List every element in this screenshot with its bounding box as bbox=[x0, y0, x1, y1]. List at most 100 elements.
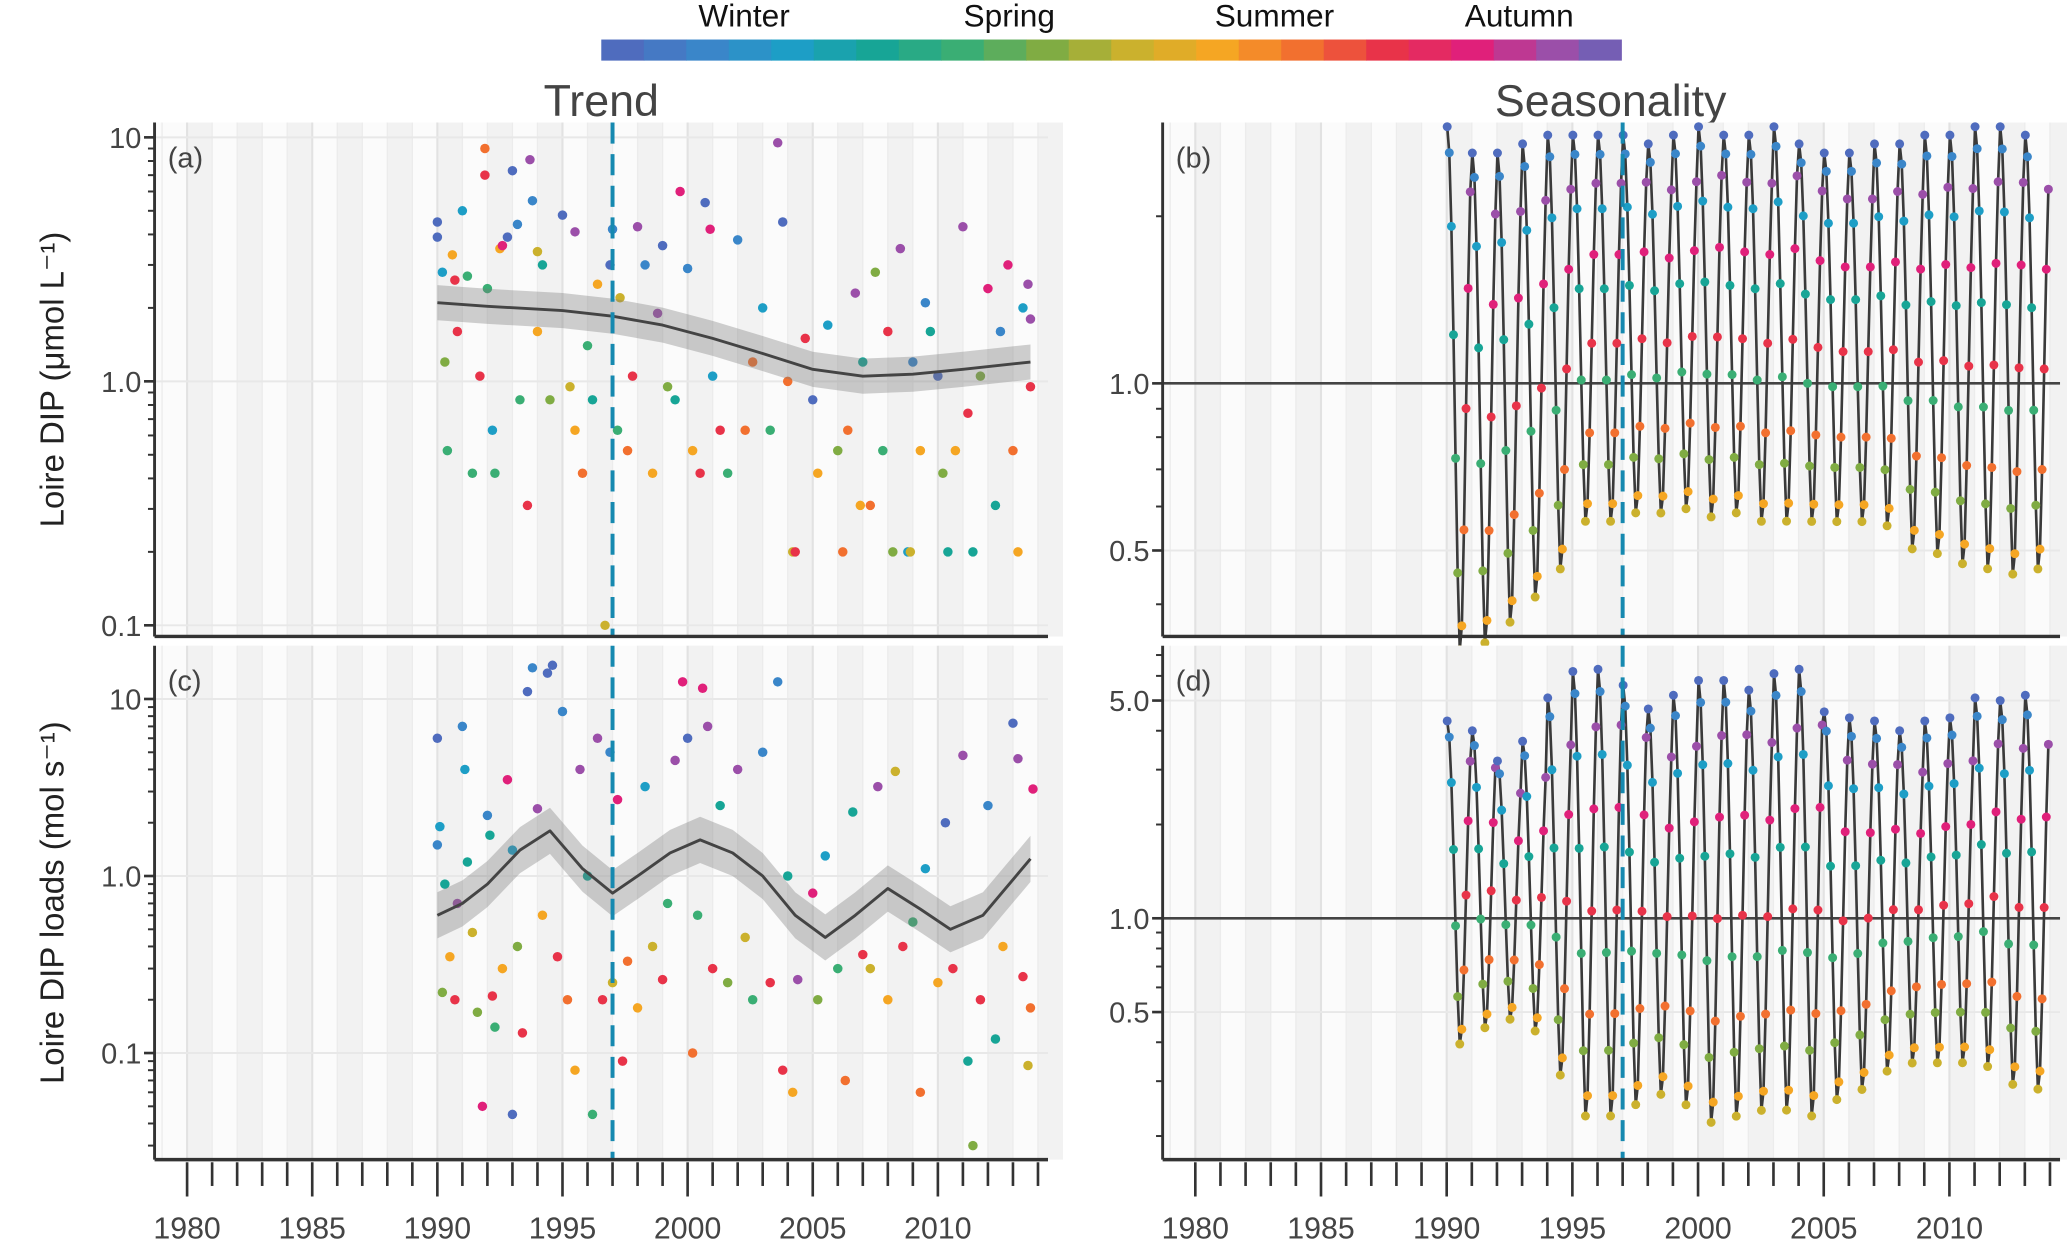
data-point bbox=[1853, 949, 1863, 958]
data-point bbox=[1520, 161, 1530, 171]
data-point bbox=[1974, 206, 1984, 216]
colorbar-segment bbox=[941, 39, 985, 61]
colorbar-label-summer: Summer bbox=[1215, 0, 1334, 33]
data-point bbox=[943, 547, 953, 557]
data-point bbox=[1759, 499, 1768, 509]
data-point bbox=[442, 445, 453, 456]
data-point bbox=[1539, 826, 1549, 836]
season-colorbar: Winter Spring Summer Autumn bbox=[601, 0, 1622, 61]
data-point bbox=[507, 165, 518, 176]
colorbar-segment bbox=[1111, 39, 1155, 61]
data-point bbox=[1557, 1053, 1567, 1063]
data-point bbox=[1828, 953, 1838, 963]
data-point bbox=[1735, 421, 1745, 431]
data-point bbox=[705, 224, 715, 235]
year-band bbox=[787, 645, 813, 1160]
data-point bbox=[482, 283, 493, 294]
data-point bbox=[1989, 360, 1999, 370]
data-point bbox=[1920, 130, 1930, 140]
year-band bbox=[1245, 645, 1271, 1160]
data-point bbox=[1884, 1050, 1894, 1060]
data-point bbox=[477, 1101, 488, 1112]
data-point bbox=[1807, 516, 1817, 526]
data-point bbox=[1809, 1091, 1819, 1101]
data-point bbox=[1576, 948, 1586, 958]
data-point bbox=[2006, 503, 2016, 513]
data-point bbox=[502, 232, 513, 242]
data-point bbox=[1576, 375, 1586, 385]
data-point bbox=[990, 500, 1001, 511]
data-point bbox=[1874, 212, 1884, 222]
data-point bbox=[1472, 241, 1481, 251]
data-point bbox=[657, 240, 668, 251]
data-point bbox=[1870, 716, 1879, 726]
data-point bbox=[1687, 331, 1697, 341]
data-point bbox=[1641, 177, 1651, 187]
data-point bbox=[1620, 701, 1630, 711]
data-point bbox=[1981, 499, 1991, 509]
data-point bbox=[1694, 675, 1704, 685]
y-tick-label: 10 bbox=[109, 123, 141, 155]
data-point bbox=[1018, 303, 1028, 313]
data-point bbox=[990, 1034, 1001, 1044]
data-point bbox=[1719, 130, 1729, 140]
data-point bbox=[592, 279, 603, 289]
data-point bbox=[570, 1065, 580, 1075]
data-point bbox=[1750, 852, 1760, 862]
data-point bbox=[1752, 375, 1762, 385]
data-point bbox=[1633, 491, 1643, 501]
data-point bbox=[908, 917, 918, 927]
data-point bbox=[1461, 890, 1471, 900]
data-point bbox=[1874, 783, 1884, 793]
data-point bbox=[1846, 731, 1856, 741]
data-point bbox=[1738, 334, 1748, 344]
data-point bbox=[1807, 1111, 1817, 1121]
data-point bbox=[1696, 697, 1706, 707]
data-point bbox=[1691, 741, 1701, 751]
data-point bbox=[838, 547, 848, 557]
data-point bbox=[968, 1140, 978, 1151]
data-point bbox=[1679, 449, 1689, 459]
data-point bbox=[1650, 286, 1660, 296]
colorbar-segment bbox=[983, 39, 1027, 61]
data-point bbox=[1608, 499, 1618, 509]
data-point bbox=[1647, 209, 1657, 219]
data-point bbox=[1662, 338, 1672, 348]
data-point bbox=[1949, 779, 1959, 789]
data-point bbox=[1999, 769, 2009, 779]
colorbar-segment bbox=[1281, 39, 1325, 61]
data-point bbox=[512, 941, 523, 952]
data-point bbox=[2016, 260, 2026, 270]
data-point bbox=[1928, 933, 1938, 943]
data-point bbox=[1524, 852, 1534, 862]
data-point bbox=[707, 963, 718, 974]
data-point bbox=[1991, 807, 2001, 817]
data-point bbox=[517, 1028, 528, 1038]
data-point bbox=[542, 668, 553, 678]
data-point bbox=[1859, 500, 1869, 510]
data-point bbox=[1934, 530, 1944, 539]
data-point bbox=[920, 863, 931, 874]
data-point bbox=[1696, 141, 1706, 151]
data-point bbox=[1451, 921, 1461, 931]
data-point bbox=[482, 810, 493, 821]
x-tick-label: 1990 bbox=[1413, 1213, 1480, 1240]
data-point bbox=[1675, 853, 1685, 863]
colorbar-label-winter: Winter bbox=[698, 0, 789, 33]
data-point bbox=[2035, 544, 2045, 554]
data-point bbox=[808, 395, 818, 405]
data-point bbox=[1905, 1009, 1915, 1019]
data-point bbox=[1604, 1045, 1613, 1055]
data-point bbox=[1786, 426, 1796, 436]
data-point bbox=[908, 357, 918, 367]
data-point bbox=[1752, 952, 1762, 962]
data-point bbox=[1612, 338, 1622, 348]
data-point bbox=[1878, 938, 1888, 948]
data-point bbox=[963, 1056, 973, 1066]
data-point bbox=[1995, 122, 2005, 132]
data-point bbox=[1882, 521, 1892, 531]
data-point bbox=[1461, 404, 1471, 414]
data-point bbox=[1968, 184, 1978, 194]
data-point bbox=[670, 395, 680, 405]
data-point bbox=[1578, 460, 1588, 470]
